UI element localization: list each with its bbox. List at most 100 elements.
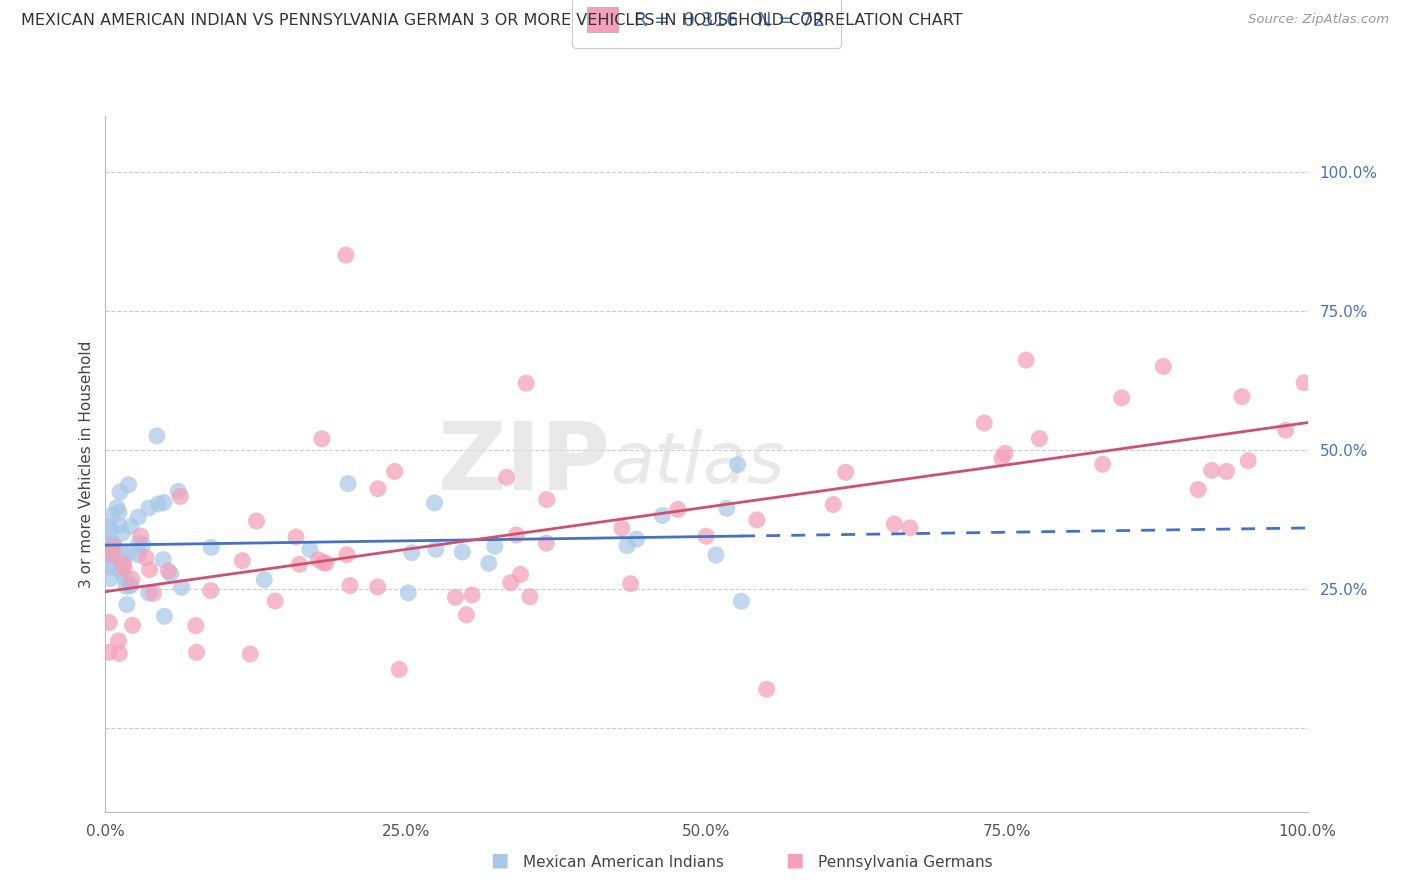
Point [152, 552, 174, 566]
Point [108, 506, 131, 520]
Point [1237, 453, 1260, 467]
Point [315, 556, 337, 570]
Text: Pennsylvania Germans: Pennsylvania Germans [818, 855, 993, 870]
Y-axis label: 3 or more Vehicles in Household: 3 or more Vehicles in Household [79, 340, 94, 588]
Point [117, 477, 139, 491]
Point [367, 580, 389, 594]
Point [245, 514, 267, 528]
Point [186, 645, 208, 659]
Point [170, 580, 193, 594]
Point [132, 538, 155, 552]
Point [716, 501, 738, 516]
Point [103, 540, 125, 554]
Point [200, 541, 222, 555]
Point [991, 451, 1014, 466]
Point [610, 521, 633, 535]
Point [666, 502, 689, 516]
Point [129, 529, 152, 543]
Point [253, 573, 276, 587]
Point [994, 446, 1017, 460]
Point [1187, 483, 1209, 497]
Point [115, 579, 138, 593]
Point [98, 615, 121, 630]
Point [103, 547, 125, 561]
Point [1111, 391, 1133, 405]
Point [114, 548, 136, 562]
Point [120, 577, 142, 591]
Point [1028, 432, 1050, 446]
Point [499, 575, 522, 590]
Point [505, 528, 527, 542]
Point [616, 539, 638, 553]
Point [112, 557, 135, 571]
Point [461, 588, 484, 602]
Point [536, 536, 558, 550]
Point [231, 553, 253, 567]
Point [146, 429, 169, 443]
Text: atlas: atlas [610, 429, 785, 499]
Point [396, 586, 419, 600]
Point [239, 647, 262, 661]
Point [128, 536, 150, 550]
Point [157, 564, 180, 578]
Point [425, 542, 447, 557]
Point [336, 548, 359, 562]
Point [495, 470, 517, 484]
Point [167, 484, 190, 499]
Point [456, 607, 478, 622]
Point [101, 548, 124, 562]
Point [515, 376, 537, 391]
Point [142, 586, 165, 600]
Point [367, 482, 389, 496]
Point [1294, 376, 1316, 390]
Point [1215, 464, 1237, 478]
Point [108, 518, 131, 533]
Point [745, 513, 768, 527]
Point [335, 248, 357, 262]
Point [312, 556, 335, 570]
Point [107, 634, 129, 648]
Point [619, 576, 641, 591]
Point [755, 682, 778, 697]
Text: ZIP: ZIP [437, 417, 610, 510]
Point [626, 532, 648, 546]
Point [308, 553, 330, 567]
Point [337, 476, 360, 491]
Point [98, 519, 121, 533]
Point [484, 539, 506, 553]
Point [401, 546, 423, 560]
Point [1152, 359, 1174, 374]
Point [451, 545, 474, 559]
Point [112, 570, 135, 584]
Point [112, 561, 135, 575]
Text: MEXICAN AMERICAN INDIAN VS PENNSYLVANIA GERMAN 3 OR MORE VEHICLES IN HOUSEHOLD C: MEXICAN AMERICAN INDIAN VS PENNSYLVANIA … [21, 13, 963, 29]
Point [184, 618, 207, 632]
Point [536, 492, 558, 507]
Text: Mexican American Indians: Mexican American Indians [523, 855, 724, 870]
Point [898, 521, 921, 535]
Point [169, 490, 191, 504]
Legend: R =  0.115   N = 58, R =  0.316   N = 72: R = 0.115 N = 58, R = 0.316 N = 72 [572, 0, 841, 47]
Point [311, 432, 333, 446]
Point [135, 550, 157, 565]
Point [138, 500, 160, 515]
Point [98, 572, 121, 586]
Point [384, 465, 406, 479]
Point [98, 535, 121, 549]
Text: ■: ■ [785, 851, 804, 870]
Point [704, 548, 727, 562]
Point [1201, 463, 1223, 477]
Point [98, 645, 121, 659]
Point [423, 496, 446, 510]
Point [339, 578, 361, 592]
Point [108, 646, 131, 660]
Point [298, 542, 321, 557]
Point [883, 517, 905, 532]
Text: Source: ZipAtlas.com: Source: ZipAtlas.com [1249, 13, 1389, 27]
Point [121, 572, 143, 586]
Point [98, 557, 121, 571]
Point [823, 498, 845, 512]
Point [127, 510, 149, 524]
Point [111, 526, 134, 541]
Point [128, 548, 150, 562]
